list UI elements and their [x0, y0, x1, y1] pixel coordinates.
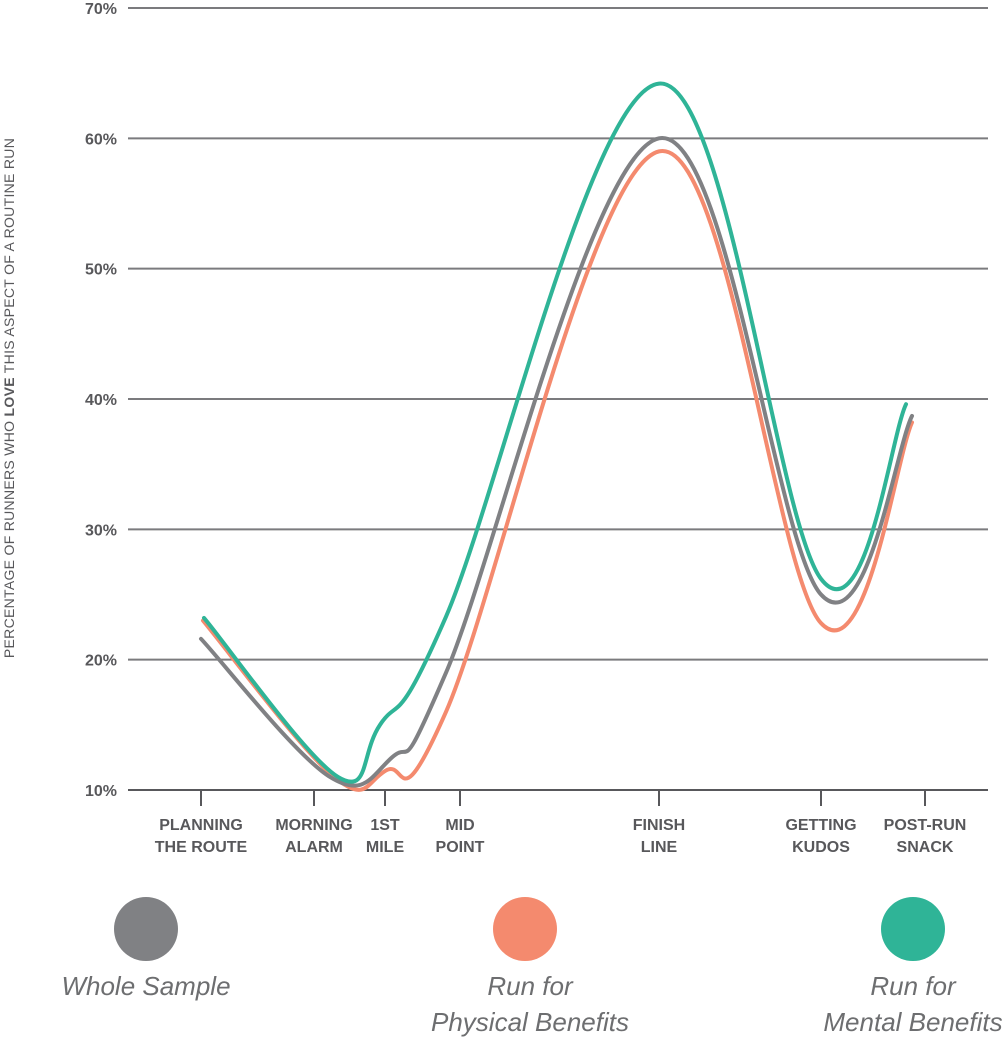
legend-swatch — [114, 897, 178, 961]
legend-swatch — [881, 897, 945, 961]
series-lines — [199, 81, 914, 792]
y-axis-label-part: PERCENTAGE OF RUNNERS WHO — [1, 416, 17, 658]
x-tick-label-line: PLANNING — [159, 817, 243, 834]
x-tick-label: FINISH LINE — [633, 817, 685, 856]
x-tick-label: PLANNING THE ROUTE — [155, 817, 248, 856]
x-tick-label: MID POINT — [436, 817, 485, 856]
x-tick-label-line: LINE — [641, 839, 678, 856]
legend-label-line: Run for — [487, 971, 574, 1001]
y-tick-label-10: 10% — [85, 783, 117, 800]
series-line-whole-sample — [199, 136, 914, 788]
y-tick-label-50: 50% — [85, 262, 117, 279]
gridlines — [128, 7, 988, 791]
x-tick-label-line: GETTING — [785, 817, 856, 834]
x-tick-label: MORNING ALARM — [275, 817, 352, 856]
y-tick-labels: 10% 20% 30% 40% 50% 60% 70% — [85, 1, 117, 800]
x-tick-label-line: SNACK — [897, 839, 954, 856]
series-line-run-for-physical-benefits — [201, 149, 914, 792]
legend-label-line: Physical Benefits — [431, 1007, 629, 1037]
x-tick-label: GETTING KUDOS — [785, 817, 856, 856]
y-axis-label-emphasis: LOVE — [1, 377, 17, 416]
y-axis-label-part: THIS ASPECT OF A ROUTINE RUN — [1, 138, 17, 377]
legend-swatch — [493, 897, 557, 961]
x-tick-label: POST-RUN SNACK — [884, 817, 967, 856]
x-tick-label-line: KUDOS — [792, 839, 850, 856]
x-tick-label-line: MILE — [366, 839, 405, 856]
y-axis-title: PERCENTAGE OF RUNNERS WHO LOVE THIS ASPE… — [1, 138, 17, 658]
x-tick-label-line: ALARM — [285, 839, 343, 856]
y-tick-label-20: 20% — [85, 653, 117, 670]
series-line-run-for-mental-benefits — [202, 81, 908, 784]
legend-label-line: Whole Sample — [61, 971, 230, 1001]
x-tick-labels: PLANNING THE ROUTE MORNING ALARM 1ST MILE MID P… — [155, 817, 967, 856]
legend-label-line: Mental Benefits — [823, 1007, 1002, 1037]
y-tick-label-70: 70% — [85, 1, 117, 18]
x-tick-label-line: FINISH — [633, 817, 685, 834]
legend-label: Run for Mental Benefits — [823, 971, 1002, 1037]
x-tick-label-line: POINT — [436, 839, 485, 856]
x-tick-label-line: POST-RUN — [884, 817, 967, 834]
y-tick-label-60: 60% — [85, 131, 117, 148]
y-tick-label-30: 30% — [85, 522, 117, 539]
legend-label: Whole Sample — [61, 971, 230, 1001]
x-tick-marks — [200, 790, 926, 806]
x-tick-label: 1ST MILE — [366, 817, 405, 856]
legend-label: Run for Physical Benefits — [431, 971, 629, 1037]
y-axis-label: PERCENTAGE OF RUNNERS WHO LOVE THIS ASPE… — [1, 138, 17, 658]
x-tick-label-line: MID — [445, 817, 474, 834]
legend: Whole Sample Run for Physical BenefitsRun … — [61, 897, 1003, 1037]
x-tick-label-line: 1ST — [370, 817, 400, 834]
x-tick-label-line: THE ROUTE — [155, 839, 248, 856]
x-tick-label-line: MORNING — [275, 817, 352, 834]
y-tick-label-40: 40% — [85, 392, 117, 409]
legend-label-line: Run for — [870, 971, 957, 1001]
